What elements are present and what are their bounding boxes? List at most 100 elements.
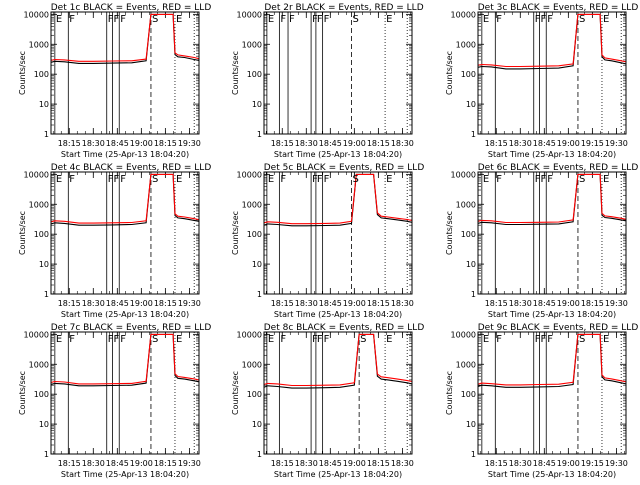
x-tick-label: 18:30: [295, 299, 318, 308]
y-tick-label: 10: [39, 260, 49, 269]
series-lld-line: [51, 333, 199, 385]
y-tick-label: 100: [247, 70, 262, 79]
marker-label: E: [483, 174, 489, 185]
x-tick-label: 18:15: [154, 139, 177, 148]
y-axis-label: Counts/sec: [445, 211, 454, 255]
marker-label: F: [541, 14, 547, 25]
marker-label: S: [579, 14, 585, 25]
series-lld-line: [51, 13, 199, 62]
marker-label: F: [114, 174, 120, 185]
y-tick-label: 1: [44, 450, 49, 459]
panel-det-6: Det 6c BLACK = Events, RED = LLD 1 10 100 10…: [445, 163, 638, 319]
x-tick-label: 18:30: [509, 459, 532, 468]
x-tick-label: 18:30: [509, 139, 532, 148]
y-tick-label: 10: [252, 100, 262, 109]
y-tick-label: 10000: [237, 170, 262, 179]
y-tick-label: 10000: [237, 10, 262, 19]
marker-label: E: [268, 14, 274, 25]
y-axis-label: Counts/sec: [18, 211, 27, 255]
x-tick-label: 18:45: [533, 459, 556, 468]
x-tick-label: 18:30: [295, 139, 318, 148]
x-tick-label: 18:30: [391, 459, 414, 468]
plot-frame: [263, 331, 413, 455]
marker-label: F: [324, 334, 330, 345]
x-axis-label: Start Time (25-Apr-13 18:04:20): [488, 310, 616, 319]
panel-det-7: Det 7c BLACK = Events, RED = LLD 1 10 100 10…: [18, 323, 211, 479]
marker-label: F: [317, 334, 323, 345]
marker-label: F: [69, 174, 75, 185]
y-axis-label: Counts/sec: [231, 51, 240, 95]
marker-label: S: [152, 14, 158, 25]
x-tick-label: 19:00: [557, 299, 580, 308]
x-tick-label: 18:15: [271, 459, 294, 468]
y-tick-label: 1: [44, 290, 49, 299]
y-axis-label: Counts/sec: [18, 51, 27, 95]
marker-label: F: [108, 334, 114, 345]
panel-det-2: Det 2r BLACK = Events, RED = LLD 1 10 100 10…: [231, 3, 424, 159]
marker-label: F: [496, 334, 502, 345]
marker-label: E: [268, 334, 274, 345]
x-tick-label: 19:00: [130, 299, 153, 308]
panel-title: Det 1c BLACK = Events, RED = LLD: [51, 3, 212, 13]
x-tick-label: 18:30: [82, 459, 105, 468]
marker-label: F: [547, 14, 553, 25]
y-tick-label: 1000: [456, 40, 476, 49]
y-axis-label: Counts/sec: [231, 211, 240, 255]
markers-layer: [478, 332, 626, 454]
y-tick-label: 10000: [237, 330, 262, 339]
x-tick-label: 18:15: [485, 299, 508, 308]
marker-label: S: [352, 174, 358, 185]
y-tick-label: 1000: [456, 200, 476, 209]
series-lld-line: [51, 173, 199, 224]
x-axis-label: Start Time (25-Apr-13 18:04:20): [274, 310, 402, 319]
panel-det-5: Det 5c BLACK = Events, RED = LLD 1 10 100 10…: [231, 163, 424, 319]
x-tick-label: 18:30: [82, 139, 105, 148]
y-axis-label: Counts/sec: [231, 371, 240, 415]
markers-layer: [478, 12, 626, 134]
y-tick-label: 1000: [29, 40, 49, 49]
x-tick-label: 19:30: [605, 299, 628, 308]
marker-label: F: [324, 174, 330, 185]
y-tick-label: 100: [461, 230, 476, 239]
plot-frame: [477, 331, 627, 455]
x-tick-label: 18:45: [319, 459, 342, 468]
x-tick-label: 18:45: [106, 139, 129, 148]
x-tick-label: 18:45: [533, 139, 556, 148]
x-tick-label: 18:30: [509, 299, 532, 308]
panel-det-8: Det 8c BLACK = Events, RED = LLD 1 10 100 10…: [231, 323, 424, 479]
x-tick-label: 19:00: [557, 139, 580, 148]
y-tick-label: 10: [466, 420, 476, 429]
x-tick-label: 18:15: [367, 299, 390, 308]
x-tick-label: 19:00: [343, 139, 366, 148]
plot-frame: [50, 331, 200, 455]
y-tick-label: 100: [34, 230, 49, 239]
x-tick-label: 18:30: [82, 299, 105, 308]
y-tick-label: 100: [34, 390, 49, 399]
marker-label: S: [360, 334, 366, 345]
series-lld-line: [478, 13, 626, 68]
panel-title: Det 2r BLACK = Events, RED = LLD: [264, 3, 423, 13]
y-axis-label: Counts/sec: [445, 51, 454, 95]
y-tick-label: 10000: [451, 330, 476, 339]
x-axis-label: Start Time (25-Apr-13 18:04:20): [274, 470, 402, 479]
y-tick-label: 10000: [24, 170, 49, 179]
x-axis-label: Start Time (25-Apr-13 18:04:20): [61, 310, 189, 319]
marker-label: F: [535, 334, 541, 345]
x-tick-label: 18:45: [319, 299, 342, 308]
markers-layer: [264, 332, 412, 454]
y-tick-label: 10: [466, 260, 476, 269]
marker-label: F: [496, 174, 502, 185]
x-tick-label: 19:30: [605, 459, 628, 468]
x-tick-label: 18:30: [295, 459, 318, 468]
panel-det-3: Det 3c BLACK = Events, RED = LLD 1 10 100 10…: [445, 3, 638, 159]
y-tick-label: 10000: [24, 10, 49, 19]
marker-label: F: [280, 174, 286, 185]
marker-label: S: [579, 334, 585, 345]
plot-frame: [477, 171, 627, 295]
y-tick-label: 10: [466, 100, 476, 109]
x-tick-label: 18:45: [319, 139, 342, 148]
panel-det-4: Det 4c BLACK = Events, RED = LLD 1 10 100 10…: [18, 163, 211, 319]
y-tick-label: 1000: [242, 200, 262, 209]
y-tick-label: 100: [461, 390, 476, 399]
